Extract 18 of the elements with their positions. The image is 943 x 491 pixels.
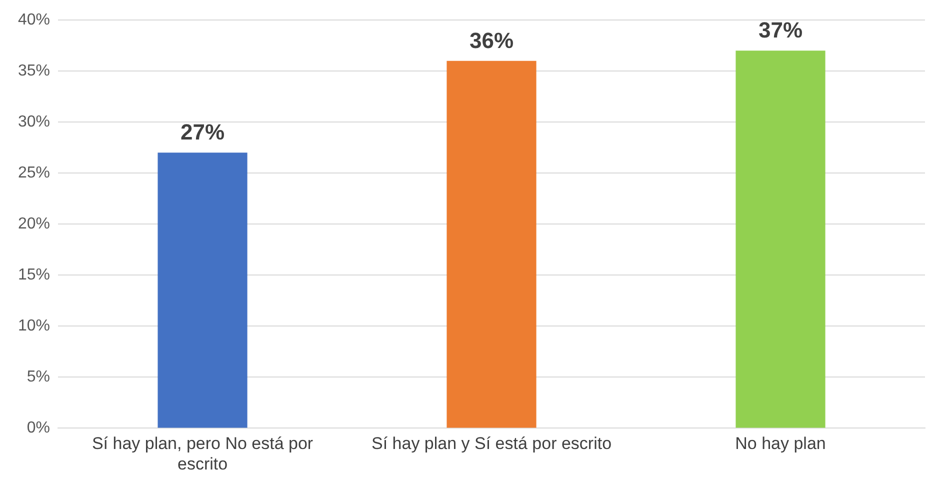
y-tick-label: 15% xyxy=(18,266,50,284)
y-tick-label: 10% xyxy=(18,318,50,335)
x-tick-label: Sí hay plan y Sí está por escrito xyxy=(372,434,612,454)
y-tick-label: 0% xyxy=(26,420,50,437)
data-label: 27% xyxy=(180,120,225,145)
x-tick-label: Sí hay plan, pero No está por escrito xyxy=(92,434,314,474)
y-tick-label: 30% xyxy=(18,113,50,130)
y-tick-label: 20% xyxy=(18,216,50,233)
data-label: 36% xyxy=(469,28,514,53)
y-tick-label: 5% xyxy=(26,368,50,386)
x-tick-label: No hay plan xyxy=(735,434,826,454)
bar xyxy=(446,60,536,428)
y-tick-label: 40% xyxy=(18,11,50,28)
bar xyxy=(736,50,826,428)
y-tick-label: 25% xyxy=(18,164,50,182)
y-tick-label: 35% xyxy=(18,62,50,80)
bar xyxy=(158,152,248,428)
data-label: 37% xyxy=(758,18,803,43)
